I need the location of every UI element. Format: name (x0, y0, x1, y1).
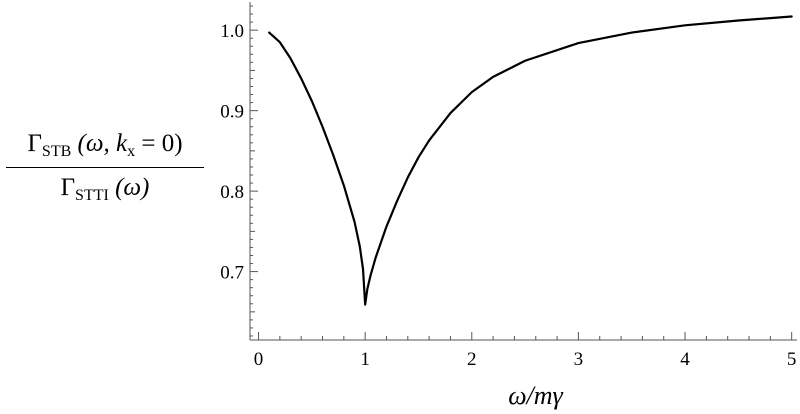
y-axis-label-denominator: ΓSTTI (ω) (4, 168, 206, 205)
x-tick-label: 3 (574, 349, 584, 370)
x-axis-label: ω/mγ (508, 381, 563, 410)
series (268, 15, 793, 306)
denominator-symbol: Γ (60, 174, 76, 201)
x-tick-label: 1 (360, 349, 370, 370)
tick-labels: 0 1 2 3 4 5 0.7 0.8 0.9 1.0 (220, 21, 796, 370)
y-tick-label: 0.8 (220, 182, 244, 203)
y-tick-label: 1.0 (220, 21, 244, 42)
x-tick-label: 5 (787, 349, 797, 370)
y-axis-label-numerator: ΓSTB (ω, kx = 0) (4, 130, 206, 167)
ticks (250, 5, 793, 340)
denominator-args: (ω) (115, 174, 150, 201)
fraction-bar (6, 167, 204, 168)
x-tick-label: 0 (254, 349, 264, 370)
numerator-arg-subscript: x (127, 143, 136, 160)
y-tick-label: 0.7 (220, 263, 244, 284)
numerator-args: (ω, k (77, 130, 128, 157)
y-axis-label: ΓSTB (ω, kx = 0) ΓSTTI (ω) (4, 130, 206, 205)
numerator-symbol: Γ (27, 130, 42, 157)
x-tick-label: 2 (467, 349, 477, 370)
x-tick-label: 4 (680, 349, 690, 370)
denominator-subscript: STTI (75, 187, 109, 204)
y-tick-label: 0.9 (220, 102, 244, 123)
numerator-subscript: STB (41, 143, 72, 160)
numerator-arg-tail: = 0) (135, 130, 183, 157)
series-line (268, 15, 793, 306)
axes (249, 2, 797, 341)
